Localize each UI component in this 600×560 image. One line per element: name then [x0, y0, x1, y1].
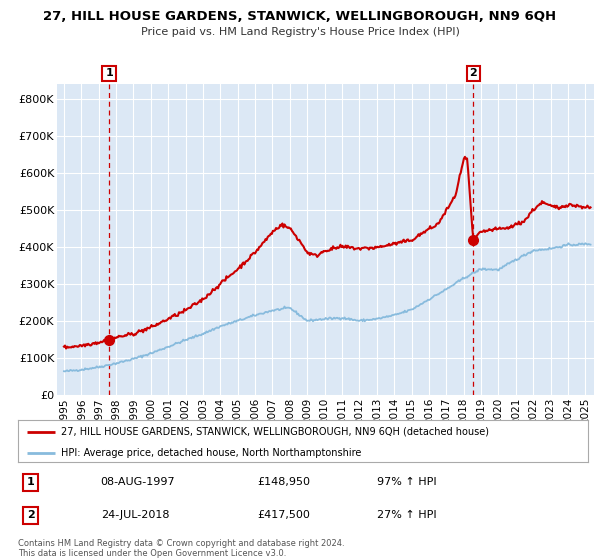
- Text: Price paid vs. HM Land Registry's House Price Index (HPI): Price paid vs. HM Land Registry's House …: [140, 27, 460, 37]
- Text: 27, HILL HOUSE GARDENS, STANWICK, WELLINGBOROUGH, NN9 6QH: 27, HILL HOUSE GARDENS, STANWICK, WELLIN…: [43, 10, 557, 23]
- Text: £148,950: £148,950: [257, 477, 310, 487]
- Text: 1: 1: [105, 68, 113, 78]
- Text: 1: 1: [26, 477, 34, 487]
- Text: £417,500: £417,500: [257, 510, 310, 520]
- Text: 97% ↑ HPI: 97% ↑ HPI: [377, 477, 437, 487]
- Text: Contains HM Land Registry data © Crown copyright and database right 2024.
This d: Contains HM Land Registry data © Crown c…: [18, 539, 344, 558]
- Text: 24-JUL-2018: 24-JUL-2018: [101, 510, 169, 520]
- Text: 2: 2: [26, 510, 34, 520]
- Text: 2: 2: [469, 68, 477, 78]
- Text: HPI: Average price, detached house, North Northamptonshire: HPI: Average price, detached house, Nort…: [61, 448, 361, 458]
- Text: 27% ↑ HPI: 27% ↑ HPI: [377, 510, 437, 520]
- Text: 27, HILL HOUSE GARDENS, STANWICK, WELLINGBOROUGH, NN9 6QH (detached house): 27, HILL HOUSE GARDENS, STANWICK, WELLIN…: [61, 427, 489, 437]
- Text: 08-AUG-1997: 08-AUG-1997: [101, 477, 175, 487]
